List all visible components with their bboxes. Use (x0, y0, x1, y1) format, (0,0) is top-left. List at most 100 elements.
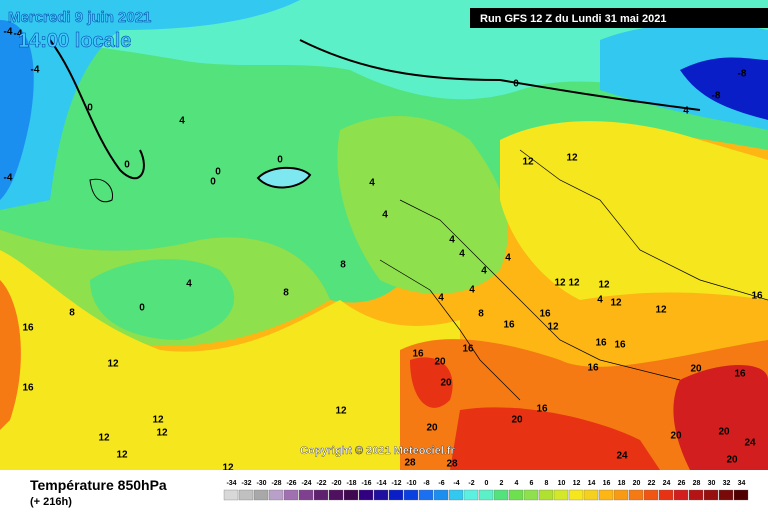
contour-label: -4 (14, 29, 23, 40)
legend-swatch (433, 489, 449, 501)
legend-label: -32 (241, 480, 251, 487)
legend-label: 16 (603, 480, 611, 487)
run-box (470, 8, 768, 28)
legend-label: -6 (438, 480, 444, 487)
contour-label: 12 (598, 280, 610, 291)
legend-label: -18 (346, 480, 356, 487)
legend-label: 14 (588, 480, 596, 487)
legend-label: 28 (693, 480, 701, 487)
legend-swatch (298, 489, 314, 501)
contour-label: 0 (513, 79, 519, 90)
legend-label: 10 (558, 480, 566, 487)
contour-label: 4 (179, 116, 185, 127)
contour-label: 12 (152, 415, 164, 426)
legend-label: -12 (391, 480, 401, 487)
legend-swatch (448, 489, 464, 501)
contour-label: 24 (744, 438, 756, 449)
legend-label: 32 (723, 480, 731, 487)
forecast-time: 14:00 locale (18, 30, 131, 52)
legend-swatch (463, 489, 479, 501)
contour-label: 20 (718, 427, 730, 438)
contour-label: 16 (539, 309, 551, 320)
contour-label: 16 (751, 291, 763, 302)
legend-swatch (538, 489, 554, 501)
legend-swatch (313, 489, 329, 501)
contour-label: 4 (449, 235, 455, 246)
contour-label: 12 (335, 406, 347, 417)
legend-swatch (223, 489, 239, 501)
contour-label: 0 (215, 167, 221, 178)
legend-swatch (283, 489, 299, 501)
contour-label: -8 (712, 91, 721, 102)
run-info: Run GFS 12 Z du Lundi 31 mai 2021 (480, 13, 666, 25)
copyright: Copyright © 2021 Meteociel.fr (300, 445, 456, 457)
legend-label: -26 (286, 480, 296, 487)
legend-label: -20 (331, 480, 341, 487)
legend-label: 34 (738, 480, 746, 487)
contour-label: 12 (116, 450, 128, 461)
contour-label: 4 (597, 295, 603, 306)
contour-label: 0 (139, 303, 145, 314)
legend-label: 8 (545, 480, 549, 487)
legend-label: -2 (468, 480, 474, 487)
contour-label: 8 (283, 288, 289, 299)
legend-label: 22 (648, 480, 656, 487)
contour-label: 12 (547, 322, 559, 333)
legend-swatch (598, 489, 614, 501)
legend-swatch (613, 489, 629, 501)
contour-label: 4 (459, 249, 465, 260)
contour-label: 8 (478, 309, 484, 320)
contour-label: 12 (655, 305, 667, 316)
footer-lead: (+ 216h) (30, 496, 72, 508)
legend-swatch (553, 489, 569, 501)
contour-label: 8 (69, 308, 75, 319)
contour-label: 24 (616, 451, 628, 462)
contour-label: 16 (412, 349, 424, 360)
legend-swatch (388, 489, 404, 501)
legend-label: -4 (453, 480, 459, 487)
legend-swatch (673, 489, 689, 501)
legend-swatch (508, 489, 524, 501)
legend-swatch (703, 489, 719, 501)
legend-swatch (688, 489, 704, 501)
legend-swatch (583, 489, 599, 501)
legend-label: 24 (663, 480, 671, 487)
legend-swatch (238, 489, 254, 501)
coastlines (49, 39, 701, 203)
legend-swatch (658, 489, 674, 501)
contour-label: 0 (277, 155, 283, 166)
contour-label: 12 (554, 278, 566, 289)
contour-label: 16 (22, 323, 34, 334)
legend-swatch (493, 489, 509, 501)
contour-label: 4 (369, 178, 375, 189)
legend-swatch (733, 489, 749, 501)
legend-label: -24 (301, 480, 311, 487)
legend-swatch (523, 489, 539, 501)
contour-label: 4 (469, 285, 475, 296)
contour-label: 4 (481, 266, 487, 277)
legend-label: 18 (618, 480, 626, 487)
legend-swatch (403, 489, 419, 501)
contour-label: 12 (566, 153, 578, 164)
legend-swatch (478, 489, 494, 501)
contour-label: 4 (683, 106, 689, 117)
contour-label: 28 (404, 458, 416, 469)
forecast-date: Mercredi 9 juin 2021 (8, 9, 151, 26)
legend-swatch (718, 489, 734, 501)
contour-label: 16 (587, 363, 599, 374)
legend-swatch (328, 489, 344, 501)
contour-label: 16 (595, 338, 607, 349)
legend-swatch (268, 489, 284, 501)
legend-label: -10 (406, 480, 416, 487)
contour-label: 0 (87, 103, 93, 114)
legend-label: -8 (423, 480, 429, 487)
legend-label: -34 (226, 480, 236, 487)
contour-label: -4 (31, 65, 40, 76)
contour-label: 0 (210, 177, 216, 188)
contour-label: 4 (505, 253, 511, 264)
contour-label: 20 (434, 357, 446, 368)
contour-label: 20 (690, 364, 702, 375)
legend-label: 6 (530, 480, 534, 487)
contour-label: -8 (738, 69, 747, 80)
